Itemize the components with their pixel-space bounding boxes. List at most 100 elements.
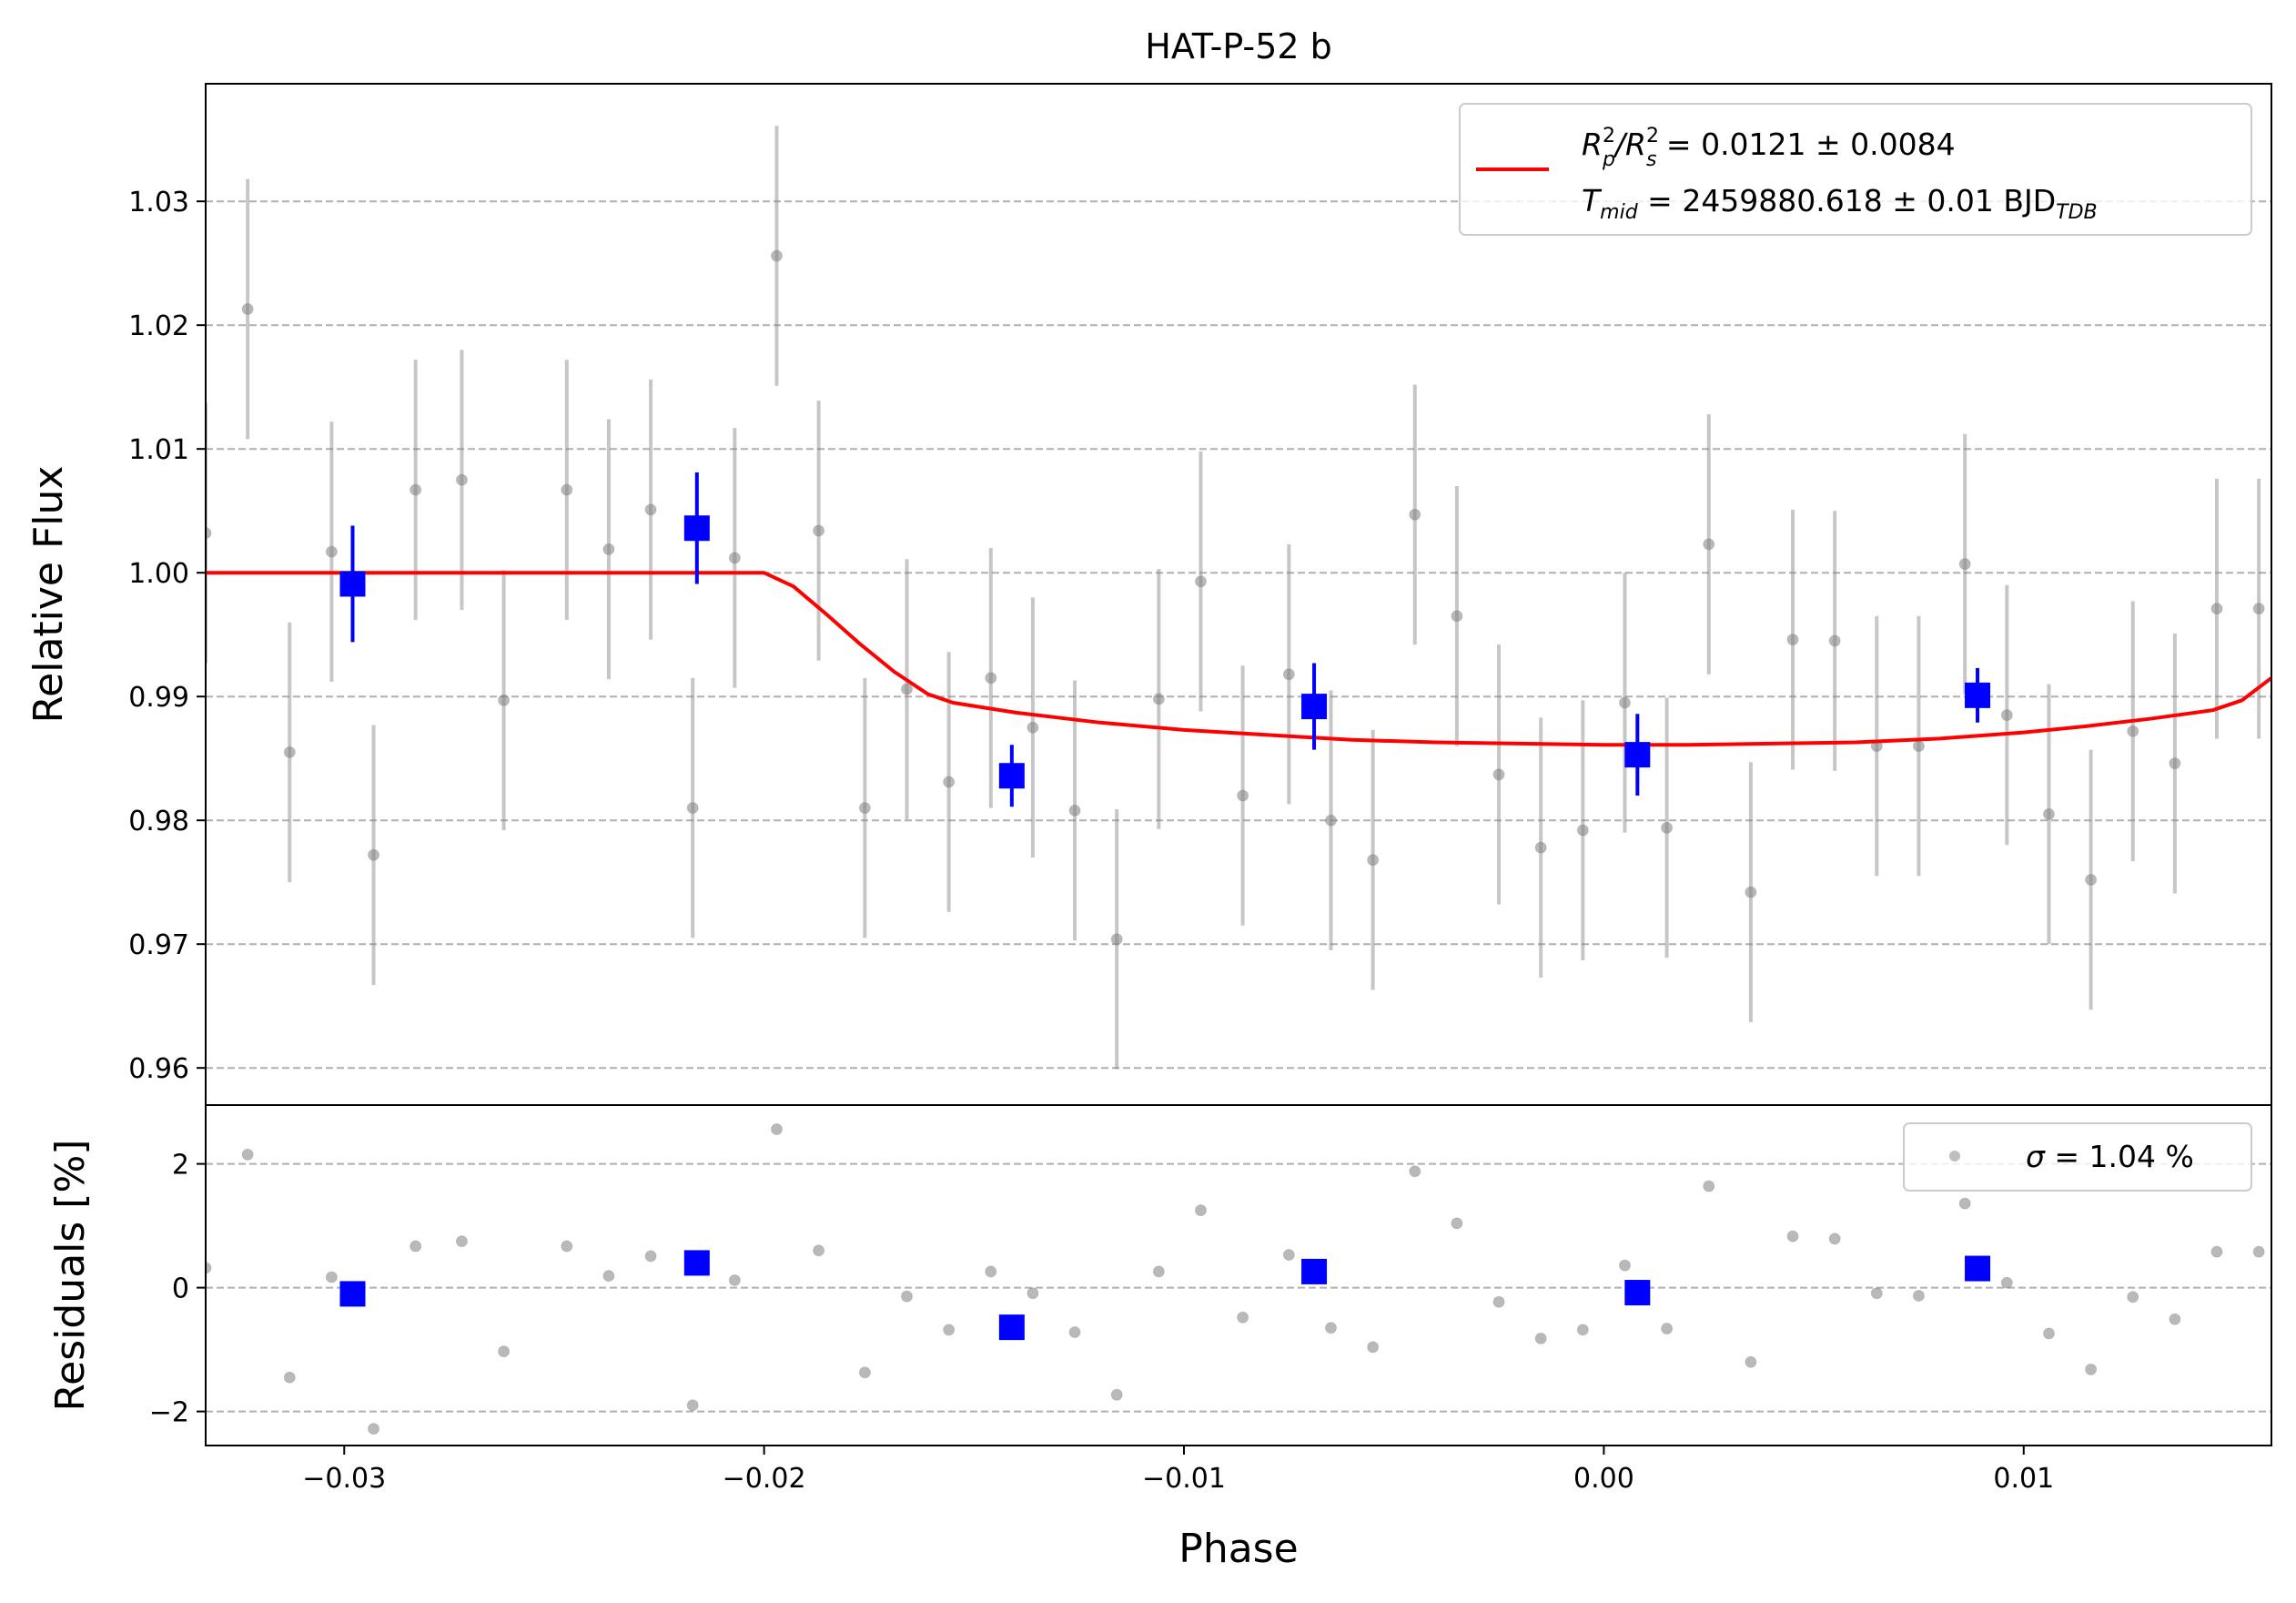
bottom-y-tick-label: 2 xyxy=(172,1150,189,1182)
data-point xyxy=(206,527,212,540)
residual-point xyxy=(1451,1217,1463,1230)
data-point xyxy=(1451,610,1463,623)
y-axis-label-flux: Relative Flux xyxy=(25,466,72,724)
residual-point xyxy=(410,1240,422,1253)
bottom-axes-frame xyxy=(205,1104,2272,1446)
binned-point xyxy=(1301,694,1328,720)
data-point xyxy=(1367,854,1380,867)
data-point xyxy=(1282,668,1295,681)
top-y-tick-label: 0.99 xyxy=(128,682,189,714)
data-point xyxy=(1152,693,1165,705)
residual-point xyxy=(1282,1249,1295,1262)
residual-point xyxy=(1492,1295,1505,1308)
residual-point xyxy=(901,1290,914,1303)
x-tick-label: −0.01 xyxy=(1142,1463,1226,1495)
legend-depth-text: R2 p/R2 s = 0.0121 ± 0.0084 xyxy=(1582,125,1956,171)
residual-point xyxy=(943,1324,956,1336)
legend-tmid-text: Tmid = 2459880.618 ± 0.01 BJDTDB xyxy=(1582,183,2098,224)
binned-point xyxy=(998,763,1025,789)
residual-point xyxy=(644,1250,657,1263)
data-point xyxy=(1618,696,1631,709)
legend-tmid-value: = 2459880.618 ± 0.01 BJD xyxy=(1638,183,2056,218)
bottom-legend-box xyxy=(1903,1122,2252,1192)
data-point xyxy=(455,473,468,486)
residual-point xyxy=(1912,1289,1925,1302)
data-point xyxy=(368,848,380,861)
data-point xyxy=(2169,757,2181,770)
residual-point xyxy=(2252,1245,2265,1258)
residual-point xyxy=(602,1270,615,1283)
top-y-tick-label: 1.00 xyxy=(128,558,189,590)
binned-point xyxy=(683,515,710,542)
legend-depth-rs: /R xyxy=(1613,127,1646,162)
data-point xyxy=(1786,634,1799,646)
residual-point xyxy=(368,1423,380,1436)
top-legend: R2 p/R2 s = 0.0121 ± 0.0084 Tmid = 2459880… xyxy=(1459,103,2252,236)
residual-point xyxy=(1618,1259,1631,1272)
data-point xyxy=(2000,709,2013,722)
residual-point xyxy=(1367,1341,1380,1354)
residual-point xyxy=(686,1399,699,1412)
legend-sigma-symbol: σ xyxy=(2026,1139,2046,1174)
data-point xyxy=(241,303,254,316)
data-point xyxy=(2127,725,2139,737)
data-point xyxy=(2252,603,2265,615)
x-axis-label: Phase xyxy=(1178,1526,1298,1572)
binned-residual-point xyxy=(998,1314,1025,1341)
top-legend-box xyxy=(1459,103,2252,236)
x-tick-label: −0.03 xyxy=(302,1463,386,1495)
residual-point xyxy=(1110,1388,1123,1401)
data-point xyxy=(1492,768,1505,781)
residual-point xyxy=(455,1235,468,1248)
residual-point xyxy=(985,1265,997,1278)
residual-point xyxy=(813,1244,825,1257)
data-point xyxy=(1110,933,1123,946)
data-point xyxy=(1068,804,1081,817)
legend-depth-rs-sub: s xyxy=(1646,148,1656,171)
data-point xyxy=(2085,873,2098,886)
data-point xyxy=(410,483,422,496)
x-tick-label: 0.00 xyxy=(1573,1463,1634,1495)
data-point xyxy=(283,746,296,758)
residual-point xyxy=(1534,1332,1547,1344)
top-y-ticks: 0.96 0.97 0.98 0.99 1.00 1.01 1.02 1.03 xyxy=(128,187,206,1085)
legend-depth-rs-sup: 2 xyxy=(1646,125,1659,147)
top-y-tick-label: 0.96 xyxy=(128,1053,189,1085)
data-point xyxy=(1027,721,1039,734)
top-y-tick-label: 0.98 xyxy=(128,806,189,837)
binned-point xyxy=(1624,742,1651,768)
bottom-plot-area xyxy=(206,1123,2265,1436)
top-y-tick-label: 1.03 xyxy=(128,187,189,218)
x-tick-label: −0.02 xyxy=(723,1463,806,1495)
residual-point xyxy=(1786,1230,1799,1243)
residual-point xyxy=(2127,1291,2139,1304)
bottom-y-ticks: −2 0 2 xyxy=(149,1150,206,1429)
top-y-tick-label: 1.01 xyxy=(128,434,189,466)
data-point xyxy=(1745,886,1757,898)
residual-point xyxy=(728,1273,741,1286)
data-point xyxy=(770,249,783,262)
residual-point xyxy=(1703,1180,1715,1192)
residual-point xyxy=(2000,1276,2013,1289)
residual-point xyxy=(2210,1245,2223,1258)
residual-point xyxy=(858,1366,871,1379)
residual-point xyxy=(1828,1233,1841,1245)
legend-sigma-text: σ = 1.04 % xyxy=(2026,1139,2194,1174)
residual-point xyxy=(206,1262,212,1274)
transit-model-line xyxy=(206,571,2271,747)
residual-point xyxy=(241,1148,254,1161)
data-point xyxy=(498,694,511,706)
legend-tmid-sub: mid xyxy=(1600,201,1639,224)
x-ticks: −0.03 −0.02 −0.01 0.00 0.01 xyxy=(302,1446,2054,1495)
residual-point xyxy=(498,1345,511,1358)
top-y-tick-label: 1.02 xyxy=(128,310,189,342)
legend-residual-marker xyxy=(1949,1151,1960,1162)
top-y-tick-label: 0.97 xyxy=(128,929,189,961)
residual-point xyxy=(1870,1287,1883,1300)
data-point xyxy=(728,552,741,564)
data-point xyxy=(1703,538,1715,551)
residual-point xyxy=(1576,1324,1589,1336)
data-point xyxy=(686,802,699,815)
residual-point xyxy=(1661,1322,1674,1334)
